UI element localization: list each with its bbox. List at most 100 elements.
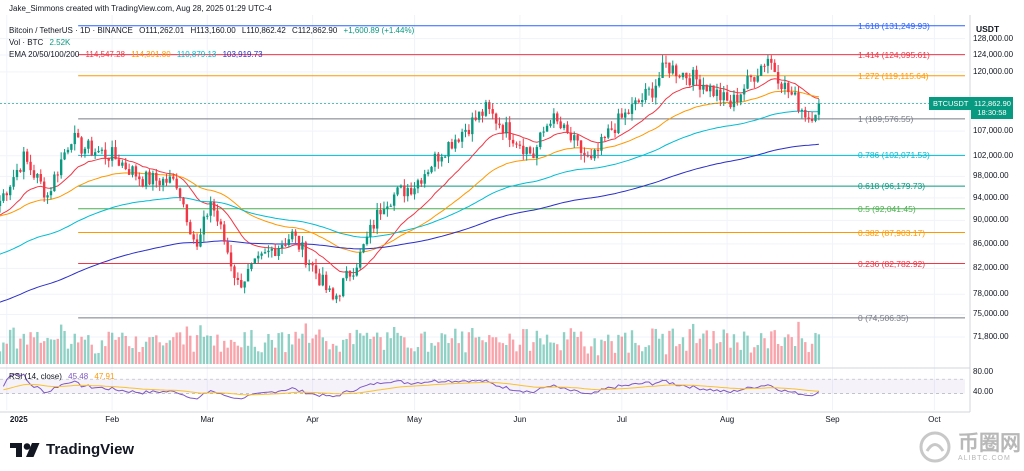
- ema200-value: 103,919.73: [222, 50, 263, 59]
- fib-label: 0.236 (82,782.92): [858, 258, 926, 269]
- candle-body: [22, 151, 25, 172]
- candle-body: [250, 263, 253, 269]
- candle-body: [93, 152, 97, 156]
- volume-bar: [148, 337, 151, 364]
- volume-bar: [437, 342, 440, 364]
- candle-body: [362, 244, 365, 253]
- volume-bar: [178, 332, 182, 364]
- candle-body: [355, 267, 358, 276]
- volume-bar: [715, 343, 719, 364]
- candle-body: [766, 58, 770, 66]
- volume-bar: [73, 333, 76, 364]
- volume-bar: [600, 339, 603, 364]
- volume-bar: [325, 341, 328, 364]
- candle-body: [287, 239, 291, 246]
- candle-body: [447, 142, 450, 157]
- volume-bar: [746, 335, 749, 364]
- candle-body: [233, 266, 236, 278]
- current-price-badge: 112,862.90 18:30:58: [971, 96, 1013, 119]
- candle-body: [406, 188, 409, 197]
- price-axis-label: 94,000.00: [973, 192, 1009, 202]
- ema50-value: 114,391.80: [131, 50, 171, 59]
- candle-body: [430, 166, 433, 173]
- volume-bar: [708, 349, 712, 364]
- candle-body: [63, 152, 66, 160]
- volume-bar: [70, 343, 73, 364]
- volume-bar: [573, 331, 576, 364]
- candle-body: [511, 139, 515, 144]
- volume-bar: [219, 351, 223, 364]
- volume-bar: [627, 352, 630, 364]
- ema-row: EMA 20/50/100/200 114,547.28 114,391.80 …: [9, 50, 263, 59]
- volume-bar: [32, 337, 36, 364]
- volume-bar: [793, 345, 797, 364]
- volume-bar: [556, 344, 559, 364]
- candle-body: [189, 222, 192, 235]
- candle-body: [90, 140, 93, 156]
- candle-body: [56, 174, 59, 176]
- volume-bar: [773, 330, 776, 364]
- candle-body: [535, 147, 539, 159]
- candle-body: [97, 150, 100, 153]
- candle-body: [270, 248, 274, 251]
- volume-bar: [447, 343, 450, 364]
- volume-bar: [355, 329, 358, 364]
- candle-body: [389, 205, 392, 207]
- candle-body: [369, 224, 372, 237]
- candle-body: [226, 241, 229, 253]
- symbol-title[interactable]: Bitcoin / TetherUS · 1D · BINANCE: [9, 26, 133, 35]
- volume-bar: [39, 342, 42, 364]
- volume-bar: [375, 332, 379, 364]
- volume-label: Vol · BTC: [9, 38, 44, 47]
- candle-body: [175, 178, 178, 189]
- candle-body: [229, 252, 233, 267]
- candle-body: [641, 99, 644, 103]
- volume-bar: [776, 343, 780, 364]
- candle-body: [49, 191, 53, 196]
- time-axis-label: Feb: [105, 415, 120, 424]
- candle-body: [206, 215, 209, 217]
- volume-bar: [766, 348, 770, 364]
- volume-bar: [522, 329, 525, 364]
- volume-bar: [539, 338, 542, 364]
- volume-bar: [705, 330, 708, 364]
- candle-body: [36, 174, 39, 178]
- volume-bar: [630, 330, 634, 364]
- volume-bar: [280, 332, 284, 364]
- volume-bar: [579, 331, 583, 364]
- candle-body: [732, 94, 736, 108]
- volume-bar: [372, 336, 375, 364]
- volume-bars: [0, 321, 821, 364]
- volume-bar: [341, 339, 345, 364]
- candle-body: [426, 172, 430, 175]
- volume-bar: [671, 328, 674, 364]
- candle-body: [148, 171, 151, 185]
- volume-bar: [206, 335, 209, 364]
- volume-bar: [318, 329, 321, 364]
- volume-bar: [338, 351, 341, 364]
- candle-body: [508, 122, 511, 140]
- candle-body: [9, 186, 12, 196]
- candle-body: [107, 157, 110, 161]
- tradingview-logo[interactable]: TradingView: [10, 441, 134, 458]
- candle-body: [719, 89, 722, 101]
- candle-body: [549, 123, 552, 126]
- candle-body: [263, 252, 267, 254]
- volume-bar: [770, 331, 773, 364]
- volume-bar: [5, 343, 8, 364]
- candle-body: [372, 224, 375, 229]
- candle-body: [460, 131, 464, 142]
- volume-bar: [426, 351, 430, 364]
- candle-body: [328, 288, 331, 291]
- tradingview-brand: TradingView: [46, 441, 135, 458]
- watermark-title: 币圈网: [958, 431, 1021, 455]
- volume-bar: [413, 351, 416, 364]
- volume-bar: [12, 327, 15, 364]
- candle-body: [600, 136, 603, 151]
- volume-bar: [267, 333, 270, 364]
- volume-bar: [59, 324, 63, 364]
- candle-body: [66, 149, 70, 153]
- volume-bar: [304, 323, 307, 364]
- volume-bar: [15, 348, 19, 364]
